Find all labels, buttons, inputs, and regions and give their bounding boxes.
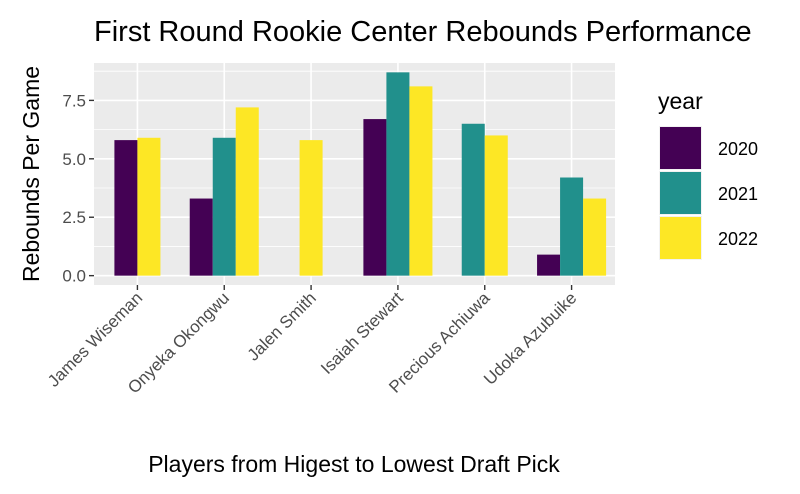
bar-2022: [583, 198, 607, 276]
x-tick-label: Jalen Smith: [244, 288, 320, 364]
legend-label-2020: 2020: [718, 139, 758, 159]
legend-title: year: [658, 88, 703, 114]
y-tick-label: 7.5: [62, 91, 86, 110]
bar-2021: [386, 72, 410, 276]
plot-panel: [94, 63, 615, 285]
legend-key-2020: [660, 127, 701, 169]
legend: year 2020 2021 2022: [658, 88, 758, 260]
y-tick-label: 5.0: [62, 150, 86, 169]
legend-label-2022: 2022: [718, 229, 758, 249]
legend-label-2021: 2021: [718, 184, 758, 204]
legend-key-2021: [660, 172, 701, 214]
x-axis-title: Players from Higest to Lowest Draft Pick: [148, 451, 560, 477]
x-tick-label: Udoka Azubuike: [480, 288, 580, 388]
bar-2020: [114, 140, 138, 276]
bar-2022: [409, 86, 433, 276]
chart-title: First Round Rookie Center Rebounds Perfo…: [94, 16, 752, 48]
x-tick-label: Isaiah Stewart: [317, 288, 407, 378]
legend-key-2022: [660, 217, 701, 259]
bar-2020: [363, 119, 387, 276]
bar-2020: [189, 198, 213, 276]
bar-2022: [484, 135, 508, 276]
bar-2020: [537, 254, 561, 276]
bar-2022: [137, 137, 161, 276]
bar-2022: [299, 140, 323, 276]
bar-2021: [461, 123, 485, 276]
bar-2021: [212, 137, 236, 276]
bar-2021: [560, 177, 584, 276]
y-axis: 0.0 2.5 5.0 7.5: [62, 91, 94, 286]
y-axis-title: Rebounds Per Game: [18, 66, 44, 282]
y-tick-label: 2.5: [62, 208, 86, 227]
x-tick-label: James Wiseman: [44, 288, 146, 390]
y-tick-label: 0.0: [62, 267, 86, 286]
bar-2022: [235, 107, 259, 276]
bars: [114, 72, 607, 276]
